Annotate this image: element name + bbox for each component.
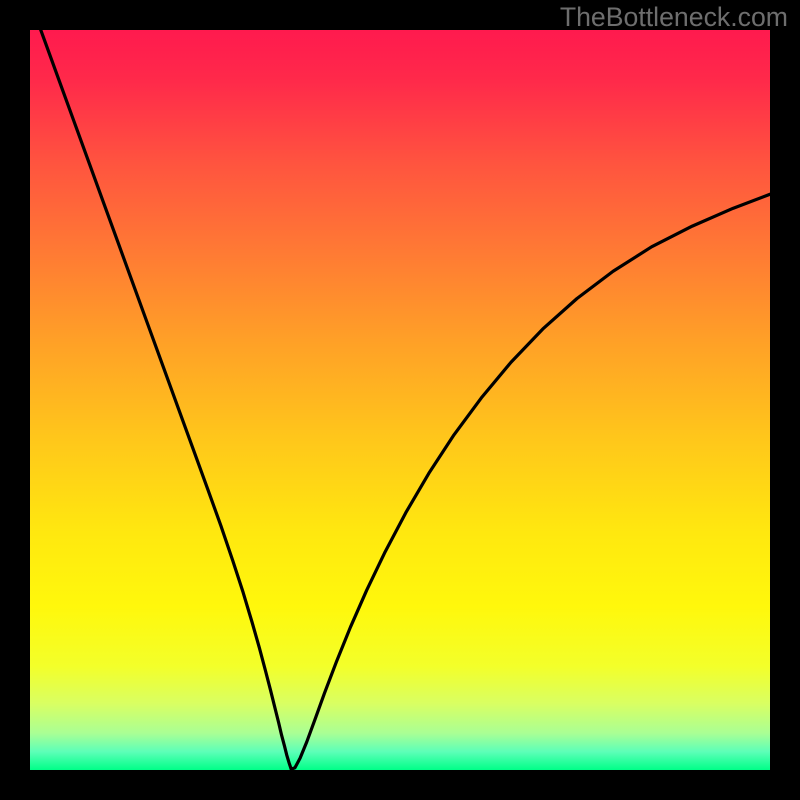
chart-frame: TheBottleneck.com [0,0,800,800]
plot-area [30,30,770,770]
watermark-text: TheBottleneck.com [560,2,788,33]
background-gradient [30,30,770,770]
